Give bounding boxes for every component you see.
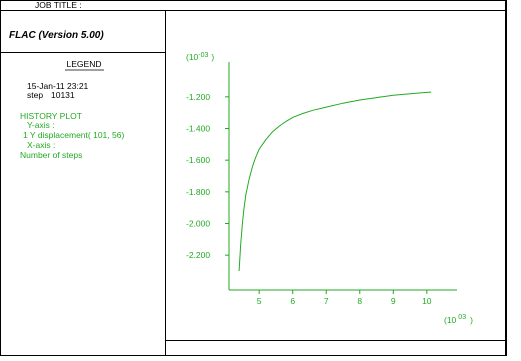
y-tick-label: -1.600 — [186, 155, 210, 165]
y-tick-label: -2.200 — [186, 250, 210, 260]
x-tick-label: 7 — [324, 296, 329, 306]
x-multiplier: (10 03) — [444, 314, 473, 325]
y-tick-label: -1.800 — [186, 187, 210, 197]
y-multiplier-close: ) — [211, 52, 214, 62]
x-ticks: 5 6 7 8 9 10 — [257, 290, 432, 306]
history-plot-title: HISTORY PLOT — [20, 111, 82, 121]
y-multiplier: (10-03) — [186, 52, 214, 62]
job-title-label: JOB TITLE : — [35, 0, 82, 10]
x-multiplier-exponent: 03 — [458, 314, 466, 321]
y-multiplier-base: (10 — [186, 52, 199, 62]
x-tick-label: 8 — [357, 296, 362, 306]
x-axis-description: Number of steps — [20, 150, 82, 160]
x-axis-label: X-axis : — [27, 140, 55, 150]
x-tick-label: 6 — [290, 296, 295, 306]
legend-title: LEGEND — [67, 59, 102, 69]
software-title: FLAC (Version 5.00) — [9, 30, 104, 41]
series-y-displacement-line — [238, 91, 432, 272]
x-multiplier-close: ) — [470, 315, 473, 325]
y-ticks: -1.200 -1.400 -1.600 -1.800 -2.000 -2.200 — [186, 92, 229, 260]
legend-date-time: 15-Jan-11 23:21 — [27, 81, 89, 91]
y-tick-label: -1.400 — [186, 124, 210, 134]
legend-step-label: step — [27, 90, 43, 100]
y-axis-description: 1 Y displacement( 101, 56) — [23, 130, 124, 140]
legend-step-value: 10131 — [51, 90, 75, 100]
x-tick-label: 9 — [391, 296, 396, 306]
y-tick-label: -1.200 — [186, 92, 210, 102]
x-tick-label: 5 — [257, 296, 262, 306]
x-tick-label: 10 — [422, 296, 432, 306]
y-axis-label: Y-axis : — [27, 120, 55, 130]
x-multiplier-base: (10 — [444, 315, 457, 325]
y-multiplier-exponent: -03 — [198, 52, 208, 59]
y-tick-label: -2.000 — [186, 219, 210, 229]
